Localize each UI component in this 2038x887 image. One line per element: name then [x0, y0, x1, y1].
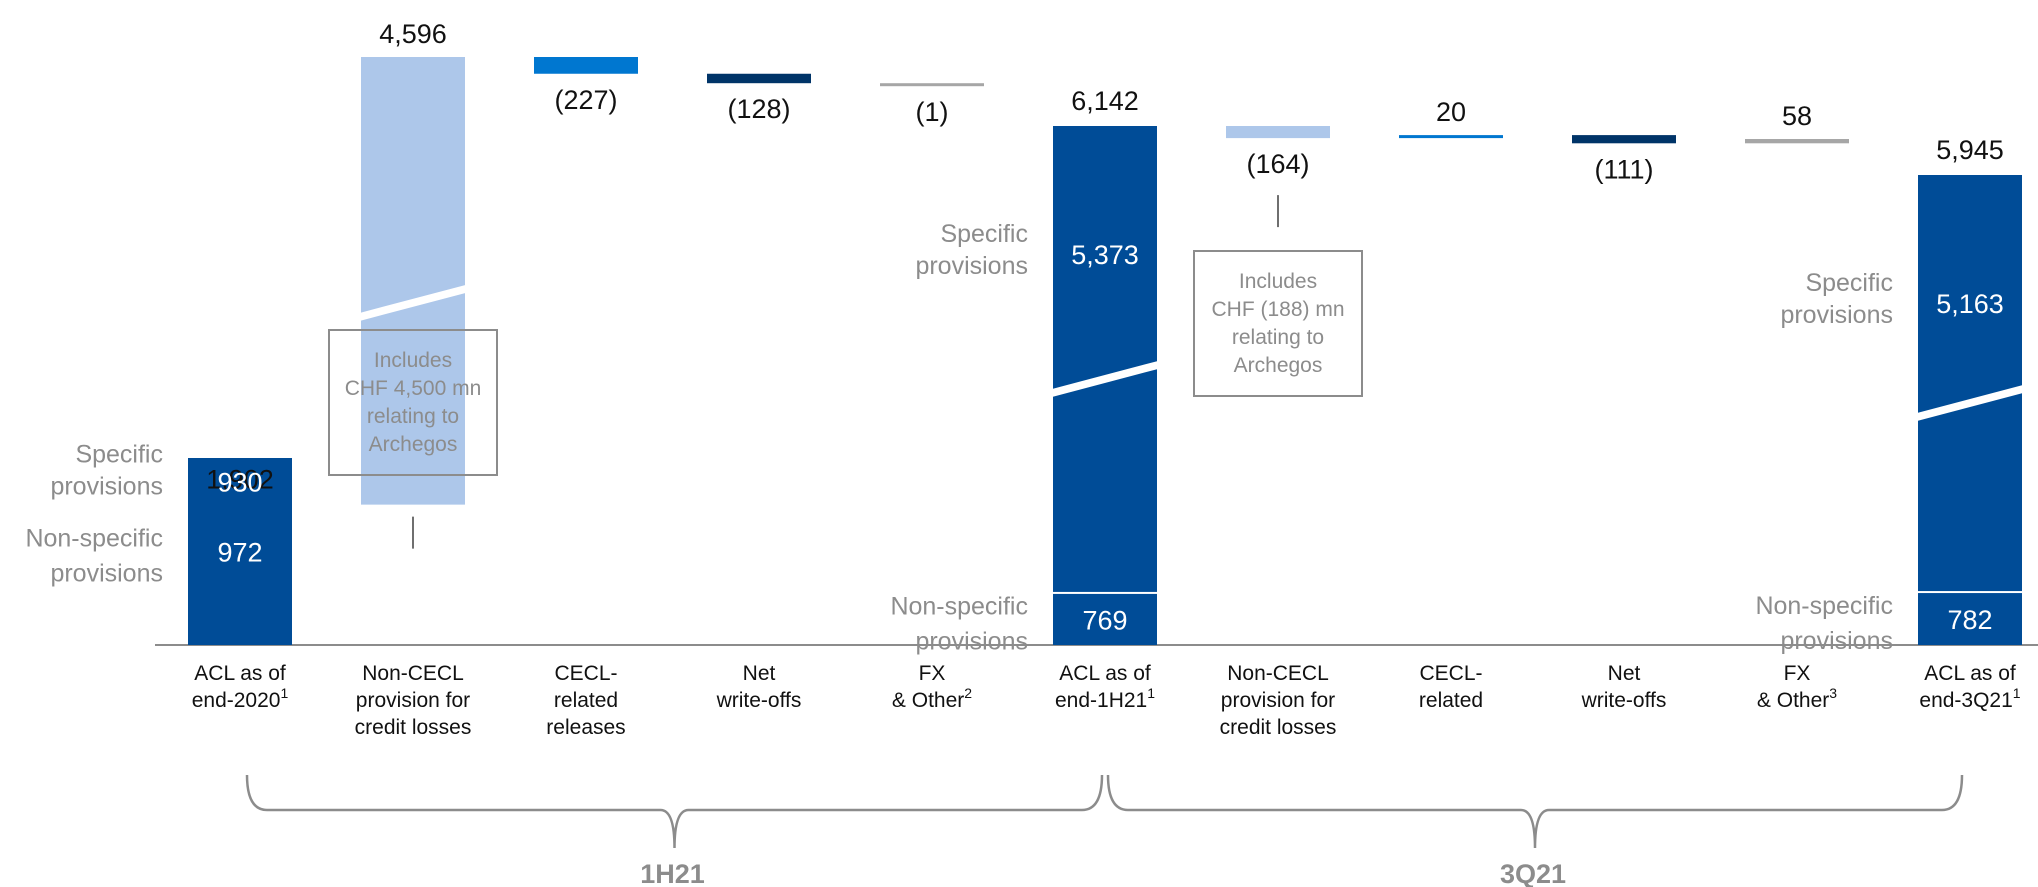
category-label-acl-2020: end-20201 [192, 685, 289, 712]
value-label-wo-1h: (128) [727, 94, 790, 124]
segment-label-nonspecific: 769 [1082, 605, 1127, 635]
category-label-acl-1h21: end-1H211 [1055, 685, 1155, 712]
note-text: CHF 4,500 mn [345, 377, 482, 400]
side-label-nonspecific: provisions [915, 627, 1028, 655]
category-label-cecl-3q: CECL- [1419, 662, 1482, 685]
note-text: relating to [367, 405, 459, 428]
bar-nonspecific-acl-3q21 [1918, 593, 2022, 645]
category-label-acl-3q21: ACL as of [1924, 662, 2016, 685]
value-label-noncecl-3q: (164) [1246, 149, 1309, 179]
category-label-acl-1h21: ACL as of [1059, 662, 1151, 685]
category-label-fx-1h: & Other2 [892, 685, 972, 712]
note-text: CHF (188) mn [1211, 298, 1344, 321]
axis-break-mark [1917, 385, 2023, 422]
bar-nonspecific-acl-1h21 [1053, 593, 1157, 645]
category-label-noncecl-3q: credit losses [1220, 716, 1337, 739]
value-label-fx-1h: (1) [916, 97, 949, 127]
category-label-wo-1h: Net [743, 662, 776, 685]
side-label-specific: Specific [1805, 269, 1893, 297]
axis-break-mark [1052, 360, 1158, 397]
value-label-cecl-3q: 20 [1436, 97, 1466, 127]
note-box [328, 329, 498, 476]
side-label-nonspecific: Non-specific [890, 592, 1028, 620]
note-text: Includes [374, 349, 452, 372]
side-label-nonspecific: provisions [50, 560, 163, 588]
category-label-noncecl-1h: provision for [356, 689, 470, 712]
footnote-ref: 1 [280, 685, 288, 701]
value-label-fx-3q: 58 [1782, 101, 1812, 131]
bar-specific-acl-1h21 [1053, 126, 1157, 592]
side-label-specific: Specific [940, 220, 1028, 248]
side-label-nonspecific: Non-specific [1755, 592, 1893, 620]
period-brace-3Q21 [1106, 774, 1964, 849]
footnote-ref: 1 [2013, 685, 2021, 701]
period-label: 3Q21 [1500, 859, 1566, 887]
bar-noncecl-1h [361, 57, 465, 505]
side-label-specific: Specific [75, 440, 163, 468]
bar-nonspecific-acl-2020 [188, 458, 292, 645]
footnote-ref: 3 [1829, 685, 1837, 701]
category-label-fx-1h: FX [919, 662, 946, 685]
segment-label-nonspecific: 782 [1947, 605, 1992, 635]
category-label-acl-2020: ACL as of [194, 662, 286, 685]
category-label-cecl-1h: related [554, 689, 618, 712]
category-label-noncecl-3q: provision for [1221, 689, 1335, 712]
segment-label-specific: 5,163 [1936, 289, 2004, 319]
note-text: Archegos [369, 433, 458, 456]
side-label-nonspecific: provisions [1780, 627, 1893, 655]
category-label-fx-3q: FX [1784, 662, 1811, 685]
period-brace-1H21 [245, 774, 1104, 849]
category-label-cecl-1h: releases [546, 716, 625, 739]
note-text: Includes [1239, 270, 1317, 293]
bar-fx-1h [880, 83, 984, 87]
bar-fx-3q [1745, 139, 1849, 144]
bar-specific-acl-3q21 [1918, 175, 2022, 592]
note-text: Archegos [1234, 354, 1323, 377]
category-label-wo-3q: Net [1608, 662, 1641, 685]
side-label-specific: provisions [1780, 301, 1893, 329]
period-label: 1H21 [640, 859, 705, 887]
category-label-cecl-3q: related [1419, 689, 1483, 712]
axis-break-mark [360, 284, 466, 321]
category-label-wo-3q: write-offs [1581, 689, 1667, 712]
value-label-acl-3q21: 5,945 [1936, 135, 2004, 165]
bar-noncecl-3q [1226, 126, 1330, 139]
segment-label-specific: 5,373 [1071, 240, 1139, 270]
value-label-acl-1h21: 6,142 [1071, 86, 1139, 116]
side-label-nonspecific: Non-specific [25, 525, 163, 553]
category-label-fx-3q: & Other3 [1757, 685, 1837, 712]
footnote-ref: 1 [1147, 685, 1155, 701]
side-label-specific: provisions [50, 472, 163, 500]
category-label-noncecl-1h: Non-CECL [362, 662, 464, 685]
value-label-wo-3q: (111) [1594, 154, 1653, 184]
category-label-cecl-1h: CECL- [554, 662, 617, 685]
segment-label-nonspecific: 972 [217, 538, 262, 568]
value-label-cecl-1h: (227) [554, 85, 617, 115]
category-label-noncecl-1h: credit losses [355, 716, 472, 739]
category-label-wo-1h: write-offs [716, 689, 802, 712]
bar-wo-1h [707, 73, 811, 84]
category-label-acl-3q21: end-3Q211 [1919, 685, 2020, 712]
bar-wo-3q [1572, 135, 1676, 144]
footnote-ref: 2 [964, 685, 972, 701]
note-box [1193, 250, 1363, 397]
segment-label-specific: 930 [217, 467, 262, 497]
value-label-noncecl-1h: 4,596 [379, 19, 447, 49]
category-label-noncecl-3q: Non-CECL [1227, 662, 1329, 685]
note-text: relating to [1232, 326, 1324, 349]
value-label-acl-2020: 1,902 [206, 465, 274, 495]
bar-cecl-1h [534, 57, 638, 74]
side-label-specific: provisions [915, 252, 1028, 280]
bar-cecl-3q [1399, 135, 1503, 139]
